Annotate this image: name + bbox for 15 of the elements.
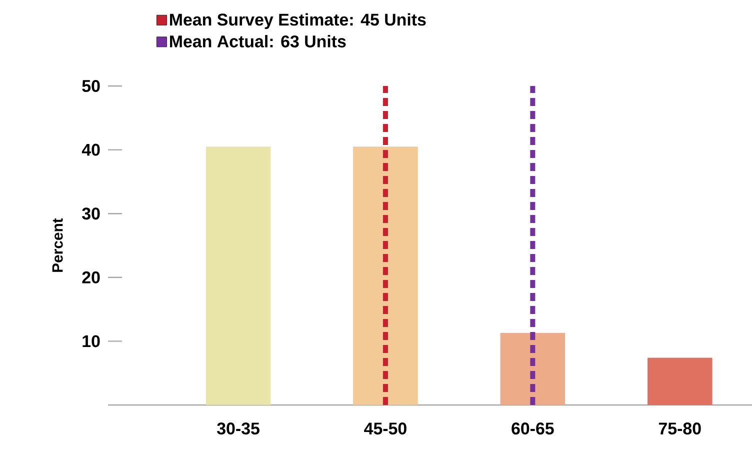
x-tick-label: 30-35 [217,422,260,435]
x-tick-label: 45-50 [364,422,406,435]
x-tick-label: 60-65 [512,422,554,435]
y-tick-label: 40 [82,144,100,156]
x-tick-label: 75-80 [658,422,701,435]
legend-label: Mean Survey Estimate: 45 Units [170,13,426,30]
bar [206,146,271,405]
y-tick-label: 30 [82,208,100,220]
y-tick-label: 20 [82,271,100,284]
bar [500,332,566,405]
bar [647,358,712,405]
legend-label: Mean Actual: 63 Units [170,35,346,48]
y-tick-label: 50 [82,80,100,92]
y-tick-label: 10 [82,335,100,348]
y-axis-title: Percent [52,218,63,272]
